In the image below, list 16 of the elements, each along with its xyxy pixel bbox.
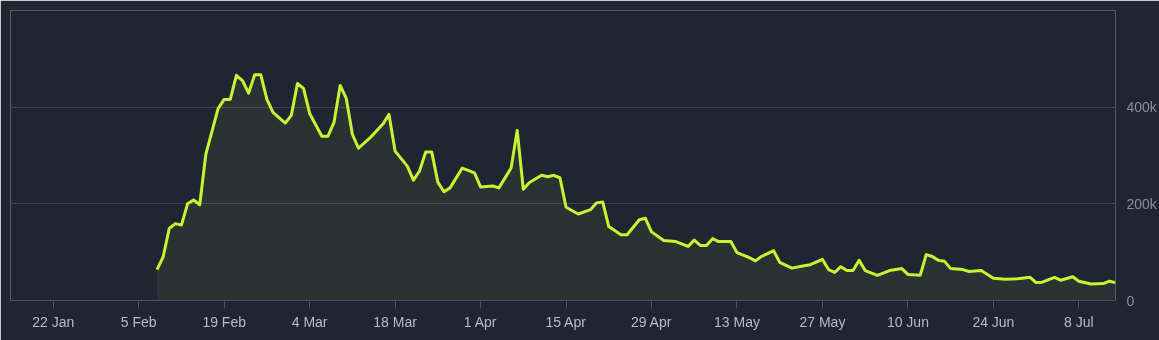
x-tick-label: 19 Feb	[202, 313, 247, 330]
x-tick-label: 22 Jan	[32, 313, 75, 330]
x-tick-label: 10 Jun	[886, 313, 929, 330]
x-tick-label: 27 May	[799, 313, 846, 330]
y-tick-label: 200k	[1126, 195, 1158, 212]
y-tick-label: 400k	[1126, 99, 1158, 116]
x-tick-label: 4 Mar	[291, 313, 328, 330]
x-tick-label: 29 Apr	[630, 313, 672, 330]
x-tick-label: 15 Apr	[545, 313, 587, 330]
x-tick-label: 1 Apr	[463, 313, 497, 330]
x-tick-label: 8 Jul	[1064, 313, 1094, 330]
y-tick-label: 0	[1126, 292, 1135, 309]
x-tick-label: 5 Feb	[120, 313, 157, 330]
x-tick-label: 18 Mar	[373, 313, 418, 330]
x-tick-label: 24 Jun	[972, 313, 1015, 330]
x-tick-label: 13 May	[714, 313, 760, 330]
